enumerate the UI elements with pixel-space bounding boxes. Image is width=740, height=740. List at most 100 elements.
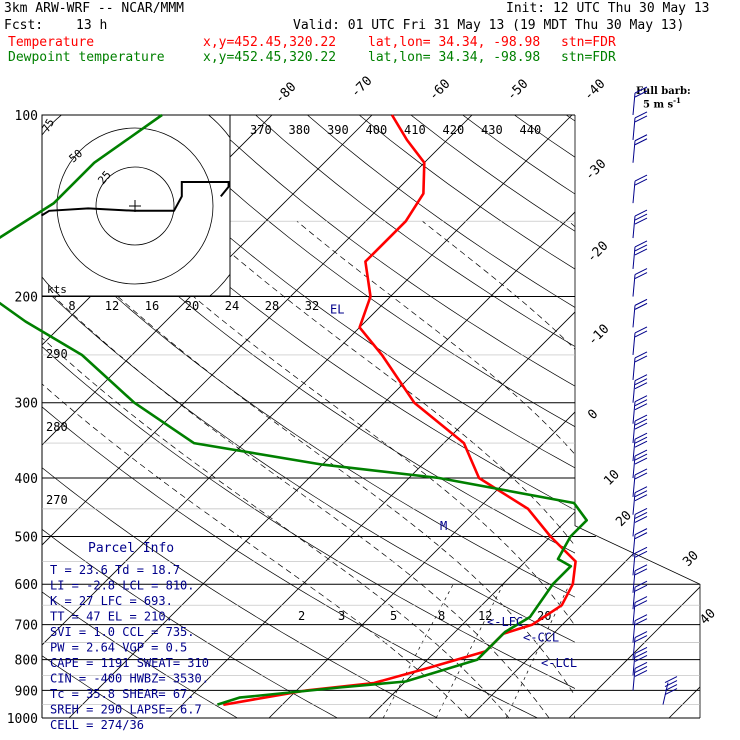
isotherm-line	[568, 115, 700, 718]
isotherm-line	[468, 115, 700, 718]
wind-barb-flag	[634, 550, 648, 558]
temperature-profile	[223, 114, 577, 706]
wind-barb-staff	[632, 274, 636, 297]
wind-barb-staff	[662, 682, 669, 705]
moist-adiabat-line	[42, 337, 510, 718]
wind-barb-staff	[632, 332, 636, 356]
pressure-label: 700	[15, 619, 38, 634]
wind-barb	[632, 564, 648, 593]
wind-barb-flag	[634, 351, 648, 359]
parcel-info-row: Tc = 35.8 SHEAR= 67.	[50, 687, 195, 701]
mixing-ratio-label: 5	[390, 609, 397, 623]
wind-barb-flag	[634, 248, 648, 256]
wind-barb-flag	[634, 635, 648, 643]
wind-barb-flag	[634, 330, 648, 338]
wind-barb-staff	[632, 620, 636, 643]
wind-barb-flag	[634, 472, 648, 480]
wind-barb-flag	[634, 422, 648, 430]
isotherm-label: 30	[680, 548, 702, 570]
moist-adiabat-line	[109, 220, 575, 627]
wind-barb-flag	[664, 684, 678, 692]
pressure-label: 200	[15, 291, 38, 306]
wind-barb	[632, 326, 648, 356]
wind-barb-flag	[634, 134, 648, 142]
valid-time: Valid: 01 UTC Fri 31 May 13 (19 MDT Thu …	[293, 18, 685, 33]
wind-barb	[632, 508, 648, 537]
wind-barb-staff	[632, 305, 636, 328]
parcel-level-label: M	[440, 519, 447, 533]
dry-adiabat-line	[42, 655, 139, 718]
hodograph-speed-label: 16	[145, 299, 159, 313]
wind-barb	[632, 268, 648, 297]
wind-barb	[632, 86, 648, 116]
wind-barb-flag	[664, 680, 678, 688]
wind-barb-flag	[634, 486, 648, 494]
legend-temperature-stn: stn=FDR	[561, 35, 616, 50]
wind-barb-staff	[632, 181, 636, 204]
wind-barb-staff	[632, 514, 636, 537]
hodograph-ring	[95, 166, 175, 246]
legend-dewpoint-name: Dewpoint temperature	[8, 50, 165, 65]
wind-barb-flag	[634, 665, 648, 673]
theta-label-left: 270	[46, 493, 68, 507]
wind-barb-flag	[634, 661, 648, 669]
mixing-ratio-label: 2	[298, 609, 305, 623]
dry-adiabat-line	[42, 591, 239, 718]
wind-barb-flag	[634, 669, 648, 677]
legend-temperature-name: Temperature	[8, 35, 95, 50]
legend-temperature-xy: x,y=452.45,320.22	[203, 35, 337, 50]
moist-adiabat-line	[42, 284, 550, 718]
wind-barb	[632, 631, 648, 660]
wind-barb-flag	[634, 494, 648, 502]
parcel-info-row: T = 23.6 Td = 18.7	[50, 563, 180, 577]
wind-barb-flag	[634, 528, 648, 536]
wind-barb-flag	[634, 532, 648, 540]
barb-key-value-text: 5 m s	[643, 99, 674, 111]
wind-barb-staff	[632, 455, 636, 479]
parcel-info-title: Parcel Info	[88, 541, 174, 556]
dewpoint-profile	[0, 113, 588, 706]
dry-adiabat-line	[42, 467, 439, 718]
wind-barb-flag	[634, 209, 648, 217]
isotherm-line	[368, 115, 700, 718]
hodograph-units: kts	[47, 283, 67, 296]
plot-boundary-right	[574, 115, 701, 718]
wind-barb-staff	[632, 117, 636, 141]
wind-barb-flag	[634, 580, 648, 588]
wind-barb-flag	[634, 440, 648, 448]
hodograph-ring	[56, 127, 214, 285]
wind-barb-staff	[632, 637, 636, 660]
pressure-label: 100	[15, 109, 38, 124]
model-title: 3km ARW-WRF -- NCAR/MMM	[4, 1, 185, 16]
wind-barb-staff	[632, 92, 636, 116]
wind-barb-staff	[632, 357, 636, 380]
wind-barb-flag	[634, 115, 648, 123]
moist-adiabat-line	[296, 220, 575, 455]
wind-barb-flag	[634, 86, 648, 94]
wind-barb-flag	[634, 468, 648, 476]
parcel-info-row: K = 27 LFC = 693.	[50, 594, 173, 608]
parcel-level-label: <-CCL	[523, 630, 559, 644]
isotherm-label: 40	[697, 606, 719, 628]
legend-temperature-latlon: lat,lon= 34.34, -98.98	[368, 35, 541, 50]
wind-barb-flag	[634, 646, 648, 654]
wind-barb	[632, 546, 648, 576]
wind-barb-flag	[634, 399, 648, 407]
parcel-info-row: CIN = -400 HWBZ= 3530.	[50, 672, 209, 686]
wind-barb-flag	[634, 453, 648, 461]
pressure-label: 400	[15, 472, 38, 487]
wind-barb-flag	[634, 382, 648, 390]
wind-barb-flag	[634, 564, 648, 572]
wind-barb-flag	[634, 414, 648, 422]
wind-barb-flag	[634, 355, 648, 363]
pressure-label: 900	[15, 684, 38, 699]
isotherm-label: -10	[585, 322, 612, 349]
isotherm-label: -70	[348, 74, 375, 101]
wind-barb-staff	[632, 653, 636, 676]
theta-label-top: 390	[327, 123, 349, 137]
wind-barb	[632, 174, 648, 204]
parcel-info-row: SVI = 1.0 CCL = 735.	[50, 625, 195, 639]
wind-barb-flag	[634, 272, 648, 279]
isotherm-label: -30	[582, 157, 609, 184]
hodograph-speed-label: 12	[105, 299, 119, 313]
